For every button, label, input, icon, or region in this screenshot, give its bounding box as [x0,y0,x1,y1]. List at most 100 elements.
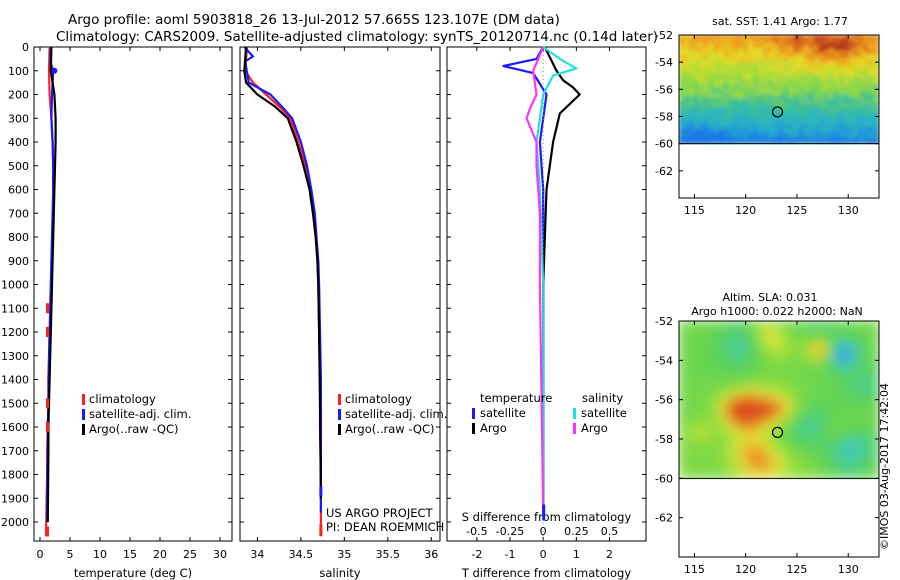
sla-cell [748,371,755,378]
sst-cell [688,106,695,112]
sst-cell [748,106,755,112]
sst-cell [863,97,870,102]
sla-cell [778,352,785,359]
sla-cell [679,454,685,461]
sst-cell [788,67,795,72]
sst-cell [868,129,875,135]
sst-cell [728,139,735,145]
sst-cell [763,74,770,79]
sla-cell [778,408,785,415]
sst-cell [783,126,790,132]
sla-cell [838,399,845,405]
sst-cell [698,87,705,92]
sla-cell [788,362,795,368]
salinity-legend-label: climatology [345,392,412,406]
sst-cell [738,83,745,89]
sla-cell [793,440,800,447]
sla-cell [723,468,730,475]
temperature-xtick-label: 25 [183,548,197,561]
sst-cell [798,93,805,99]
sst-cell [753,70,760,76]
sla-cell [823,468,830,475]
sla-cell [793,339,800,345]
sla-cell [788,450,795,456]
sst-cell [873,123,879,128]
sla-cell [868,403,875,410]
sla-cell [733,389,740,396]
sst-cell [693,60,700,66]
sla-cell [688,329,695,336]
sla-cell [828,334,835,341]
sla-cell [698,362,705,368]
sla-cell [773,417,780,424]
sla-cell [708,473,715,480]
sst-cell [873,126,879,132]
sla-cell [798,454,805,461]
sst-cell [863,64,870,69]
sst-cell [838,120,845,125]
sst-cell [788,35,795,39]
sla-cell [873,459,879,466]
sla-cell [873,366,879,373]
sla-cell [833,348,840,355]
sst-cell [828,116,835,122]
sla-cell [813,459,820,466]
sla-cell [818,417,825,424]
sla-cell [843,459,850,466]
sla-cell [858,417,865,424]
sla-cell [753,399,760,405]
sla-cell [773,366,780,373]
sst-cell [823,100,830,105]
sla-cell [733,463,740,470]
sla-cell [763,321,770,327]
sst-cell [698,50,705,56]
sla-cell [679,362,685,368]
sst-cell [848,110,855,115]
sla-cell [773,376,780,382]
sst-cell [718,113,725,119]
sst-cell [733,35,740,39]
sst-cell [703,47,710,53]
sla-cell [868,389,875,396]
sla-cell [818,399,825,405]
sst-cell [733,113,740,119]
sla-cell [713,468,720,475]
sst-cell [728,41,735,46]
sst-cell [788,123,795,128]
sla-cell [798,440,805,447]
sst-cell [843,37,850,43]
sla-cell [763,454,770,461]
sla-cell [858,339,865,345]
sst-cell [723,97,730,102]
sla-cell [833,445,840,452]
sst-cell [778,57,785,63]
sst-cell [798,90,805,95]
sst-cell [813,123,820,128]
sla-cell [679,376,685,382]
sst-cell [788,41,795,46]
sla-cell [758,468,765,475]
sla-cell [848,380,855,387]
sla-cell [773,440,780,447]
sst-cell [748,35,755,39]
sla-cell [803,366,810,373]
sla-cell [813,408,820,415]
sla-cell [698,329,705,336]
sla-cell [823,422,830,429]
sst-cell [803,35,810,39]
sst-cell [679,47,685,53]
sla-cell [698,408,705,415]
sla-cell [698,445,705,452]
sst-cell [848,97,855,102]
sla-cell [679,403,685,410]
sst-cell [748,37,755,43]
sst-cell [693,83,700,89]
sst-cell [753,123,760,128]
sla-cell [693,394,700,401]
sla-cell [763,366,770,373]
sla-cell [748,445,755,452]
sla-cell [728,366,735,373]
sla-cell [738,339,745,345]
sst-cell [688,120,695,125]
sla-cell [723,343,730,350]
